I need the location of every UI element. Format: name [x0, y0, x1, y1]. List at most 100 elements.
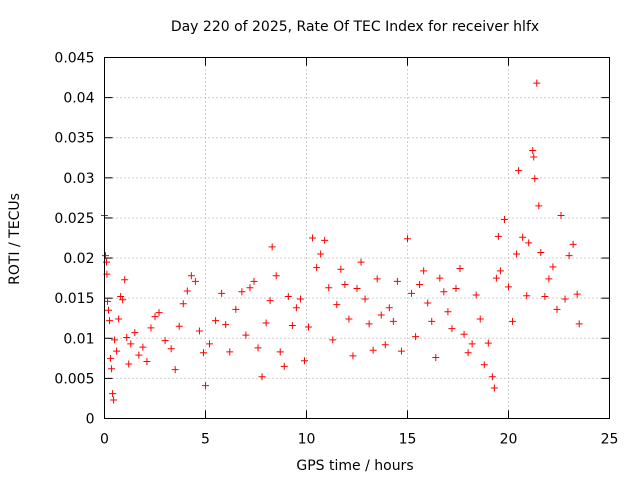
- data-point: [373, 275, 381, 283]
- data-point: [242, 331, 250, 339]
- data-point: [226, 348, 234, 356]
- data-point: [268, 243, 276, 251]
- data-point: [509, 317, 517, 325]
- data-point: [416, 281, 424, 289]
- data-point: [460, 330, 468, 338]
- data-point: [381, 341, 389, 349]
- data-point: [106, 317, 114, 325]
- data-point: [357, 258, 365, 266]
- y-tick-label: 0.03: [63, 171, 94, 187]
- data-point: [472, 291, 480, 299]
- data-point: [341, 281, 349, 289]
- grid-lines: [104, 57, 610, 419]
- data-point: [432, 354, 440, 362]
- data-point: [238, 288, 246, 296]
- data-point: [250, 277, 258, 285]
- x-axis-label: GPS time / hours: [296, 458, 413, 474]
- data-point: [317, 250, 325, 258]
- data-point: [345, 315, 353, 323]
- x-tick-label: 15: [399, 432, 417, 448]
- data-points: [101, 79, 583, 404]
- data-point: [105, 306, 113, 314]
- data-point: [111, 336, 119, 344]
- data-point: [212, 317, 220, 325]
- data-point: [296, 295, 304, 303]
- y-tick-label: 0.045: [54, 51, 94, 67]
- data-point: [488, 373, 496, 381]
- axis-ticks: 0 0.005 0.01 0.015 0.02 0.025 0.03 0.035 0.04 0.0…: [54, 51, 618, 448]
- x-tick-label: 0: [100, 432, 109, 448]
- data-point: [369, 346, 377, 354]
- data-point: [393, 277, 401, 285]
- data-point: [123, 333, 131, 341]
- data-point: [313, 264, 321, 272]
- data-point: [187, 272, 195, 280]
- data-point: [541, 293, 549, 301]
- data-point: [280, 362, 288, 370]
- data-point: [500, 216, 508, 224]
- data-point: [412, 333, 420, 341]
- data-point: [206, 340, 214, 348]
- data-point: [494, 232, 502, 240]
- data-point: [565, 252, 573, 260]
- data-point: [292, 304, 300, 312]
- data-point: [553, 305, 561, 313]
- data-point: [424, 299, 432, 307]
- data-point: [428, 317, 436, 325]
- data-point: [139, 343, 147, 351]
- data-point: [272, 272, 280, 280]
- data-point: [549, 263, 557, 271]
- data-point: [109, 390, 117, 398]
- data-point: [183, 287, 191, 295]
- data-point: [557, 212, 565, 220]
- data-point: [537, 248, 545, 256]
- data-point: [333, 301, 341, 309]
- data-point: [492, 274, 500, 282]
- data-point: [337, 265, 345, 273]
- x-tick-label: 5: [201, 432, 210, 448]
- data-point: [258, 373, 266, 381]
- data-point: [113, 347, 121, 355]
- y-axis-label: ROTI / TECUs: [7, 193, 23, 285]
- x-tick-label: 10: [298, 432, 316, 448]
- data-point: [569, 240, 577, 248]
- data-point: [353, 285, 361, 293]
- y-tick-label: 0.025: [54, 211, 94, 227]
- y-tick-label: 0.035: [54, 131, 94, 147]
- data-point: [515, 167, 523, 175]
- data-point: [456, 264, 464, 272]
- data-point: [321, 236, 329, 244]
- data-point: [464, 349, 472, 357]
- y-tick-label: 0.01: [63, 331, 94, 347]
- data-point: [300, 357, 308, 365]
- data-point: [480, 361, 488, 369]
- data-point: [523, 292, 531, 300]
- data-point: [246, 284, 254, 292]
- data-point: [389, 317, 397, 325]
- data-point: [533, 79, 541, 87]
- data-point: [135, 351, 143, 359]
- data-point: [329, 336, 337, 344]
- data-point: [448, 325, 456, 333]
- data-point: [505, 283, 512, 291]
- data-point: [452, 285, 460, 293]
- data-point: [199, 349, 207, 357]
- data-point: [377, 311, 385, 319]
- data-point: [288, 321, 296, 329]
- data-point: [119, 296, 127, 304]
- x-tick-label: 20: [500, 432, 518, 448]
- data-point: [309, 234, 317, 242]
- data-point: [444, 308, 452, 316]
- data-point: [325, 284, 333, 292]
- data-point: [519, 233, 527, 241]
- x-tick-label: 25: [601, 432, 619, 448]
- plot-frame: [104, 57, 610, 419]
- data-point: [143, 358, 151, 366]
- data-point: [276, 348, 284, 356]
- data-point: [151, 313, 159, 321]
- data-point: [232, 305, 240, 313]
- data-point: [575, 320, 583, 328]
- data-point: [147, 324, 155, 332]
